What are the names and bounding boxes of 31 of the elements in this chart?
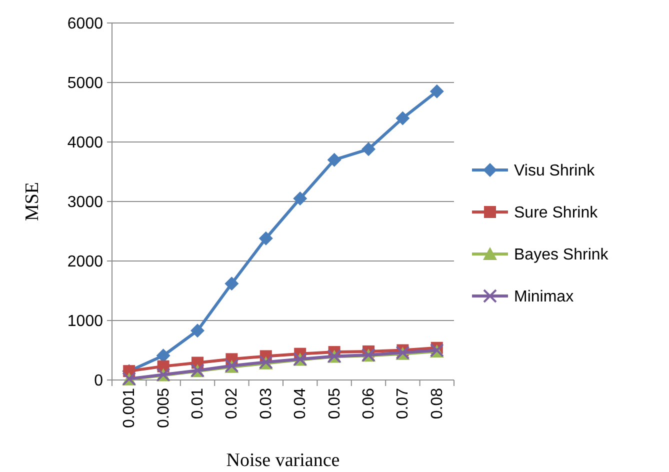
legend-label: Minimax (514, 288, 574, 306)
x-tick-label: 0.04 (292, 388, 310, 420)
x-tick-label: 0.05 (326, 388, 344, 420)
x-axis-title: Noise variance (226, 450, 340, 471)
y-tick-label: 0 (94, 372, 104, 390)
legend-label: Bayes Shrink (514, 246, 610, 264)
x-tick-label: 0.07 (394, 388, 412, 420)
point (396, 111, 410, 126)
x-tick-label: 0.06 (360, 388, 378, 420)
x-tick-label: 0.005 (155, 388, 172, 428)
point (190, 324, 204, 338)
y-axis-title: MSE (22, 182, 43, 222)
y-tick-label: 3000 (67, 194, 104, 212)
x-tick-label: 0.08 (428, 388, 446, 420)
y-tick-label: 4000 (67, 134, 104, 152)
legend-label: Visu Shrink (514, 162, 596, 180)
y-tick-label: 6000 (67, 16, 104, 33)
point (258, 231, 273, 246)
point (293, 192, 308, 206)
x-tick-label: 0.01 (190, 388, 206, 420)
y-tick-label: 2000 (67, 254, 104, 271)
point (430, 84, 444, 98)
x-tick-label: 0.03 (258, 388, 275, 420)
point (327, 152, 342, 167)
point (224, 276, 239, 291)
x-tick-label: 0.001 (121, 388, 138, 428)
x-tick-label: 0.02 (224, 388, 241, 420)
y-tick-label: 5000 (67, 75, 104, 92)
y-tick-label: 1000 (67, 313, 104, 330)
point (362, 142, 376, 156)
legend-label: Sure Shrink (514, 204, 599, 222)
